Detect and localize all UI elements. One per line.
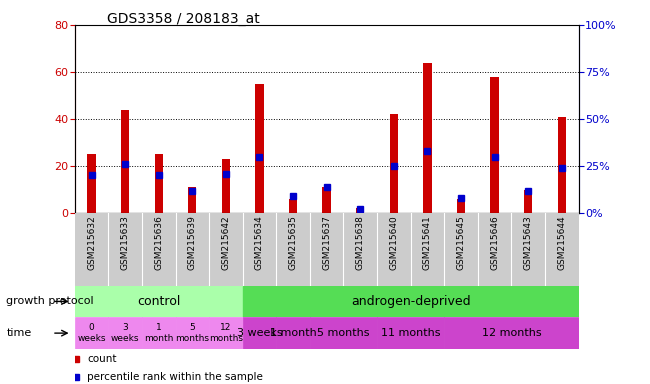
Text: GSM215645: GSM215645 (456, 215, 465, 270)
Text: GSM215640: GSM215640 (389, 215, 398, 270)
Bar (457, 199, 465, 213)
Bar (155, 154, 163, 213)
Bar (444, 317, 578, 349)
Bar (188, 187, 196, 213)
Text: control: control (137, 295, 181, 308)
Text: percentile rank within the sample: percentile rank within the sample (87, 372, 263, 382)
Text: 1 month: 1 month (270, 328, 317, 338)
Text: 0
weeks: 0 weeks (77, 323, 106, 343)
Text: 12
months: 12 months (209, 323, 243, 343)
Text: GSM215646: GSM215646 (490, 215, 499, 270)
Bar (524, 190, 532, 213)
Text: count: count (87, 354, 117, 364)
Text: GDS3358 / 208183_at: GDS3358 / 208183_at (107, 12, 260, 25)
Bar (276, 317, 310, 349)
Text: 5 months: 5 months (317, 328, 370, 338)
Text: GSM215638: GSM215638 (356, 215, 365, 270)
Bar (289, 199, 297, 213)
Text: GSM215636: GSM215636 (154, 215, 163, 270)
Bar (255, 84, 264, 213)
Text: GSM215633: GSM215633 (121, 215, 129, 270)
Bar (142, 317, 176, 349)
Text: GSM215634: GSM215634 (255, 215, 264, 270)
Text: growth protocol: growth protocol (6, 296, 94, 306)
Text: GSM215644: GSM215644 (557, 215, 566, 270)
Bar (310, 317, 377, 349)
Bar (209, 317, 242, 349)
Text: GSM215632: GSM215632 (87, 215, 96, 270)
Bar (322, 187, 331, 213)
Text: GSM215642: GSM215642 (222, 215, 230, 270)
Bar (109, 317, 142, 349)
Text: 3
weeks: 3 weeks (111, 323, 139, 343)
Bar (176, 317, 209, 349)
Text: GSM215641: GSM215641 (423, 215, 432, 270)
Bar (75, 286, 242, 317)
Bar (558, 117, 566, 213)
Bar (490, 77, 499, 213)
Text: 1
month: 1 month (144, 323, 174, 343)
Bar (222, 159, 230, 213)
Bar (87, 154, 96, 213)
Text: 11 months: 11 months (381, 328, 440, 338)
Bar (423, 63, 432, 213)
Text: 12 months: 12 months (482, 328, 541, 338)
Bar (377, 317, 444, 349)
Text: androgen-deprived: androgen-deprived (351, 295, 471, 308)
Bar (242, 286, 578, 317)
Text: GSM215637: GSM215637 (322, 215, 331, 270)
Text: GSM215639: GSM215639 (188, 215, 197, 270)
Bar (121, 110, 129, 213)
Text: 5
months: 5 months (176, 323, 209, 343)
Text: time: time (6, 328, 32, 338)
Text: 3 weeks: 3 weeks (237, 328, 282, 338)
Text: GSM215635: GSM215635 (289, 215, 298, 270)
Text: GSM215643: GSM215643 (524, 215, 532, 270)
Bar (75, 317, 109, 349)
Bar (389, 114, 398, 213)
Bar (356, 209, 365, 213)
Bar (242, 317, 276, 349)
